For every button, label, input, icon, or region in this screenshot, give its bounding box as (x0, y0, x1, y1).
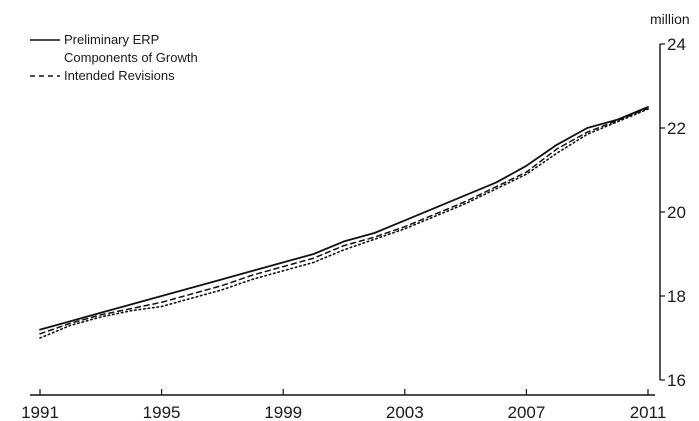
y-tick-label: 18 (667, 287, 686, 306)
y-axis-unit-label: million (650, 11, 690, 27)
y-tick-label: 22 (667, 119, 686, 138)
y-tick-label: 16 (667, 371, 686, 390)
legend-label-intended-revisions: Intended Revisions (64, 68, 175, 83)
legend-label-preliminary-erp: Preliminary ERP (64, 32, 159, 47)
x-tick-label: 1999 (264, 403, 302, 421)
x-tick-label: 1991 (21, 403, 59, 421)
x-tick-label: 2011 (630, 403, 667, 421)
legend-label-components-of-growth: Components of Growth (64, 50, 198, 65)
x-tick-label: 1995 (143, 403, 181, 421)
y-axis-ticks: 16 18 20 22 24 (660, 35, 686, 390)
y-tick-label: 20 (667, 203, 686, 222)
series-layer (39, 106, 649, 339)
series-line-intended-revisions (39, 107, 649, 335)
legend: Preliminary ERP Components of Growth Int… (30, 32, 198, 83)
x-axis-ticks: 1991 1995 1999 2003 2007 2011 (21, 389, 666, 421)
x-tick-label: 2003 (386, 403, 424, 421)
y-tick-label: 24 (667, 35, 686, 54)
x-tick-label: 2007 (507, 403, 545, 421)
series-line-preliminary-erp (39, 106, 649, 331)
series-line-components-of-growth (39, 108, 649, 339)
